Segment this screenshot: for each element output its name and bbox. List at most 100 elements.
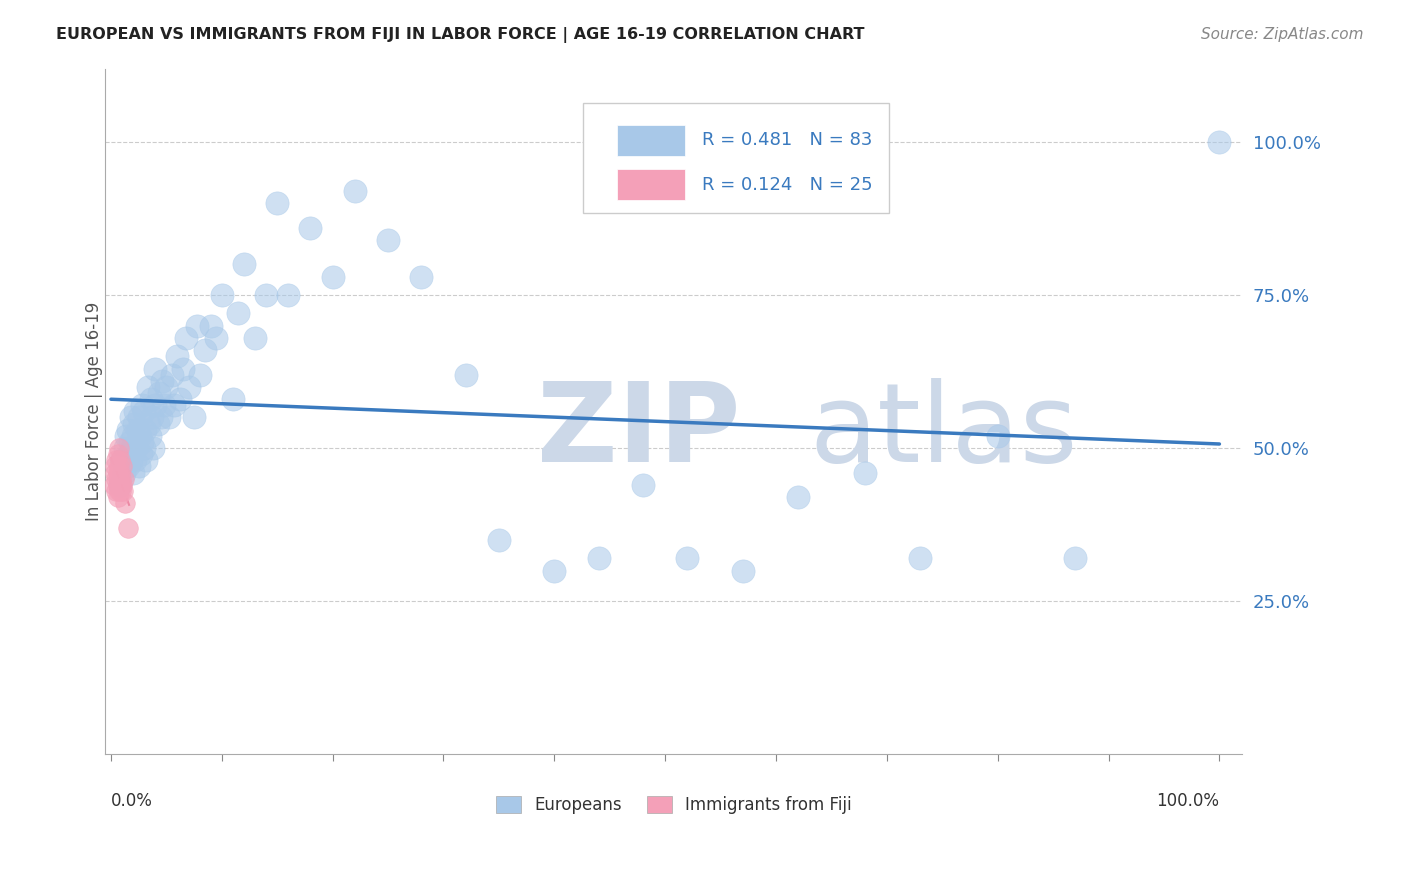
Point bbox=[1064, 551, 1087, 566]
Point bbox=[107, 441, 129, 455]
Point bbox=[122, 429, 145, 443]
Point bbox=[104, 466, 127, 480]
Point bbox=[277, 288, 299, 302]
Point bbox=[110, 472, 132, 486]
Point bbox=[676, 551, 699, 566]
Point bbox=[105, 472, 128, 486]
Point bbox=[107, 466, 129, 480]
Point bbox=[186, 318, 208, 333]
Point bbox=[128, 410, 150, 425]
Point bbox=[177, 380, 200, 394]
Point bbox=[105, 453, 128, 467]
Point bbox=[631, 478, 654, 492]
Point bbox=[107, 472, 129, 486]
Point bbox=[125, 441, 148, 455]
Point bbox=[141, 410, 163, 425]
Point bbox=[205, 331, 228, 345]
Point bbox=[111, 459, 134, 474]
Point bbox=[127, 423, 149, 437]
Point bbox=[108, 478, 131, 492]
Point bbox=[134, 404, 156, 418]
Point bbox=[131, 434, 153, 449]
Point bbox=[134, 441, 156, 455]
Point bbox=[131, 398, 153, 412]
Point bbox=[243, 331, 266, 345]
Text: atlas: atlas bbox=[810, 378, 1078, 485]
Point bbox=[122, 417, 145, 431]
Point bbox=[163, 398, 186, 412]
Point bbox=[194, 343, 217, 358]
Point bbox=[588, 551, 610, 566]
Point bbox=[108, 453, 131, 467]
Legend: Europeans, Immigrants from Fiji: Europeans, Immigrants from Fiji bbox=[495, 797, 852, 814]
Point bbox=[153, 398, 176, 412]
Point bbox=[108, 478, 131, 492]
Point bbox=[155, 380, 177, 394]
Point bbox=[149, 410, 172, 425]
Text: 0.0%: 0.0% bbox=[111, 792, 153, 810]
Point bbox=[107, 447, 129, 461]
Point bbox=[124, 404, 146, 418]
Point bbox=[107, 490, 129, 504]
Point bbox=[112, 472, 135, 486]
Point bbox=[488, 533, 510, 547]
Point bbox=[146, 417, 169, 431]
Point bbox=[139, 392, 162, 406]
Point bbox=[908, 551, 931, 566]
Point bbox=[853, 466, 876, 480]
Point bbox=[128, 459, 150, 474]
Point bbox=[122, 466, 145, 480]
Point bbox=[143, 398, 166, 412]
Point bbox=[129, 447, 152, 461]
Text: Source: ZipAtlas.com: Source: ZipAtlas.com bbox=[1201, 27, 1364, 42]
Point bbox=[200, 318, 222, 333]
Point bbox=[138, 417, 160, 431]
Point bbox=[1208, 135, 1230, 149]
Point bbox=[128, 429, 150, 443]
Point bbox=[169, 392, 191, 406]
Point bbox=[142, 441, 165, 455]
Point bbox=[108, 466, 131, 480]
Point bbox=[228, 306, 250, 320]
Point bbox=[787, 490, 810, 504]
Point bbox=[136, 380, 159, 394]
Point bbox=[112, 483, 135, 498]
Point bbox=[111, 453, 134, 467]
Point bbox=[134, 423, 156, 437]
Text: EUROPEAN VS IMMIGRANTS FROM FIJI IN LABOR FORCE | AGE 16-19 CORRELATION CHART: EUROPEAN VS IMMIGRANTS FROM FIJI IN LABO… bbox=[56, 27, 865, 43]
Point bbox=[377, 233, 399, 247]
Point bbox=[454, 368, 477, 382]
Point bbox=[543, 564, 565, 578]
Point bbox=[148, 386, 170, 401]
Point bbox=[211, 288, 233, 302]
Y-axis label: In Labor Force | Age 16-19: In Labor Force | Age 16-19 bbox=[86, 301, 103, 521]
Point bbox=[107, 483, 129, 498]
Point bbox=[120, 410, 142, 425]
Point bbox=[103, 478, 125, 492]
Point bbox=[120, 453, 142, 467]
Text: R = 0.124   N = 25: R = 0.124 N = 25 bbox=[702, 176, 873, 194]
Point bbox=[135, 453, 157, 467]
Point bbox=[105, 483, 128, 498]
Point bbox=[150, 374, 173, 388]
Point bbox=[143, 361, 166, 376]
Point bbox=[107, 478, 129, 492]
FancyBboxPatch shape bbox=[582, 103, 890, 212]
FancyBboxPatch shape bbox=[617, 125, 685, 156]
Point bbox=[114, 441, 136, 455]
Point bbox=[411, 269, 433, 284]
Point bbox=[117, 459, 139, 474]
Point bbox=[117, 423, 139, 437]
Text: 100.0%: 100.0% bbox=[1156, 792, 1219, 810]
Point bbox=[107, 459, 129, 474]
FancyBboxPatch shape bbox=[617, 169, 685, 200]
Point bbox=[222, 392, 245, 406]
Point bbox=[188, 368, 211, 382]
Point bbox=[987, 429, 1010, 443]
Point bbox=[111, 478, 134, 492]
Text: ZIP: ZIP bbox=[537, 378, 741, 485]
Point bbox=[160, 368, 183, 382]
Point bbox=[139, 429, 162, 443]
Point bbox=[114, 496, 136, 510]
Point bbox=[117, 521, 139, 535]
